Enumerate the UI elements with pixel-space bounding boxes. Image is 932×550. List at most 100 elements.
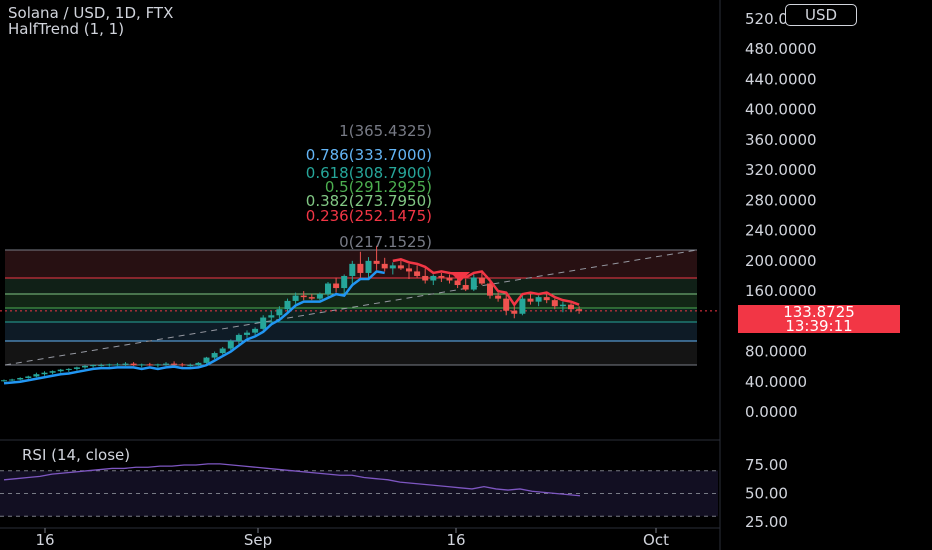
fib-label: 1(365.4325) [339, 122, 432, 140]
candle-body [511, 310, 518, 314]
candle-body [292, 295, 299, 301]
candle-body [333, 283, 340, 289]
candle-body [1, 380, 7, 382]
fib-band [5, 308, 697, 322]
candle-body [365, 260, 372, 273]
fibonacci-zone [5, 249, 697, 366]
candle-body [478, 277, 485, 284]
rsi-tick-label: 50.00 [745, 485, 788, 503]
candle-body [73, 367, 80, 369]
candle-body [414, 271, 421, 276]
candle-body [503, 298, 510, 311]
price-tick-label: 360.0000 [745, 131, 817, 149]
candle-body [316, 294, 323, 299]
candle-body [9, 379, 16, 381]
candle-body [171, 363, 178, 365]
candle-body [568, 304, 574, 310]
rsi-tick-label: 25.00 [745, 513, 788, 531]
candle-body [397, 265, 404, 269]
fib-band [5, 341, 697, 365]
price-tick-label: 400.0000 [745, 101, 817, 119]
candle-body [495, 295, 502, 299]
price-tick-label: 160.0000 [745, 282, 817, 300]
last-price-tag: 133.8725 13:39:11 [738, 305, 900, 334]
rsi-tick-label: 75.00 [745, 456, 788, 474]
halftrend-sell-marker [450, 272, 470, 282]
candle-body [163, 363, 169, 365]
time-tick-label: Sep [244, 531, 272, 549]
price-tick-label: 440.0000 [745, 70, 817, 88]
candle-body [33, 374, 40, 377]
fib-label: 0.382(273.7950) [306, 192, 432, 210]
candle-body [438, 275, 445, 278]
time-axis: 16 Sep 16 Oct [0, 527, 720, 549]
candle-body [357, 263, 364, 273]
candle-body [235, 334, 242, 341]
candle-body [41, 372, 48, 375]
rsi-band [0, 470, 718, 517]
fib-label: 0.5(291.2925) [325, 178, 432, 196]
candle-body [219, 348, 226, 354]
candle-body [17, 377, 24, 380]
time-tick-label: Oct [643, 531, 669, 549]
halftrend-line [3, 258, 580, 385]
price-tick-label: 480.0000 [745, 40, 817, 58]
candle-body [90, 365, 97, 367]
candle-body [195, 362, 202, 366]
candle-body [244, 332, 250, 335]
candle-body [82, 365, 88, 368]
rsi-legend[interactable]: RSI (14, close) [22, 446, 131, 464]
candle-body [430, 275, 437, 281]
candle-body [122, 363, 129, 365]
price-tick-label: 40.0000 [745, 373, 807, 391]
candle-body [268, 315, 275, 318]
fib-diagonal [4, 249, 698, 366]
candle-body [422, 275, 429, 281]
candle-body [543, 297, 550, 301]
candle-body [98, 365, 105, 367]
candle-body [284, 300, 291, 310]
price-tick-label: 0.0000 [745, 403, 798, 421]
fib-band [5, 294, 697, 308]
candle-body [252, 328, 259, 333]
candle-body [49, 371, 56, 373]
rsi-line [3, 463, 581, 497]
fibonacci-labels: 1(365.4325) 0.786(333.7000)0.618(308.7900… [306, 122, 432, 251]
candle-body [179, 364, 186, 366]
candle-body [138, 364, 145, 366]
candle-body [519, 298, 526, 314]
candle-body [130, 363, 137, 366]
halftrend-legend[interactable]: HalfTrend (1, 1) [8, 20, 125, 38]
time-tick-label: 16 [446, 531, 465, 549]
fib-label: 0(217.1525) [339, 233, 432, 251]
halftrend-down [392, 258, 580, 307]
candle-body [389, 265, 396, 269]
candle-body [227, 340, 234, 349]
candle-body [535, 297, 542, 302]
candle-body [146, 364, 153, 366]
candle-body [341, 275, 348, 289]
candle-body [462, 285, 469, 290]
candle-body [276, 309, 283, 316]
candle-body [25, 376, 32, 378]
candle-body [373, 260, 380, 264]
rsi-axis: 75.00 50.00 25.00 [745, 456, 788, 531]
time-tick-label: 16 [35, 531, 54, 549]
candle-body [470, 277, 477, 290]
currency-button[interactable]: USD [785, 4, 857, 26]
fib-label: 0.618(308.7900) [306, 164, 432, 182]
price-tick-label: 240.0000 [745, 222, 817, 240]
candle-body [211, 353, 218, 358]
candle-body [154, 364, 161, 366]
halftrend-up [3, 270, 385, 385]
rsi-pane [0, 463, 718, 517]
symbol-legend[interactable]: Solana / USD, 1D, FTX [8, 4, 174, 22]
price-tick-label: 320.0000 [745, 161, 817, 179]
candle-body [527, 298, 534, 302]
fib-trend-line [0, 249, 718, 366]
fib-label: 0.786(333.7000) [306, 146, 432, 164]
candle-body [308, 297, 315, 299]
candle-body [57, 369, 64, 372]
candle-body [551, 300, 558, 307]
